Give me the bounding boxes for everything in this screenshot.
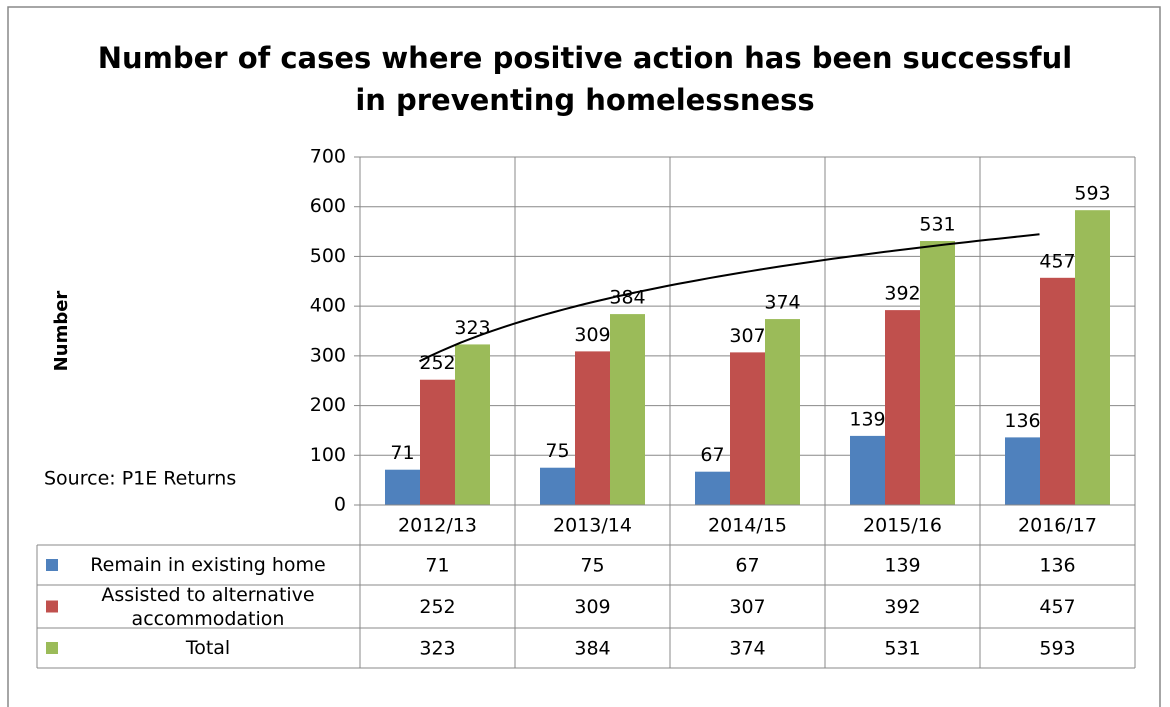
legend-key — [46, 642, 58, 654]
data-label: 307 — [729, 325, 765, 347]
bar — [730, 352, 765, 505]
legend-key — [46, 600, 58, 613]
y-tick-label: 0 — [334, 494, 346, 516]
data-label: 136 — [1004, 410, 1040, 432]
table-cell: 252 — [419, 596, 455, 618]
table-cell: 323 — [419, 638, 455, 660]
y-tick-label: 100 — [310, 444, 346, 466]
y-tick-label: 300 — [310, 344, 346, 366]
x-tick-label: 2013/14 — [553, 515, 632, 537]
data-label: 67 — [700, 444, 724, 466]
y-tick-label: 700 — [310, 146, 346, 168]
bar — [885, 310, 920, 505]
table-cell: 384 — [574, 638, 610, 660]
x-tick-label: 2014/15 — [708, 515, 787, 537]
chart-title: in preventing homelessness — [355, 83, 814, 117]
data-label: 75 — [545, 440, 569, 462]
legend-label: Assisted to alternative accommodation — [101, 585, 315, 628]
bar — [695, 471, 730, 505]
data-label: 457 — [1039, 250, 1075, 272]
chart-title: Number of cases where positive action ha… — [98, 41, 1073, 75]
data-label: 309 — [574, 324, 610, 346]
data-label: 323 — [454, 317, 490, 339]
table-cell: 139 — [884, 555, 920, 577]
bar — [540, 467, 575, 505]
x-tick-label: 2012/13 — [398, 515, 477, 537]
data-label: 139 — [849, 408, 885, 430]
bar — [420, 379, 455, 505]
data-label: 71 — [390, 442, 414, 464]
y-tick-label: 600 — [310, 195, 346, 217]
legend-label: Total — [185, 637, 231, 659]
table-cell: 75 — [580, 555, 604, 577]
y-tick-label: 500 — [310, 245, 346, 267]
x-tick-label: 2015/16 — [863, 515, 942, 537]
x-tick-label: 2016/17 — [1018, 515, 1097, 537]
y-tick-label: 200 — [310, 394, 346, 416]
bar — [1005, 437, 1040, 505]
bar — [850, 435, 885, 505]
data-label: 531 — [919, 214, 955, 236]
legend-label-box: Assisted to alternative accommodation — [101, 585, 315, 628]
bar — [1075, 210, 1110, 506]
table-cell: 531 — [884, 638, 920, 660]
table-cell: 67 — [735, 555, 759, 577]
bar — [920, 241, 955, 505]
table-cell: 136 — [1039, 555, 1075, 577]
table-cell: 457 — [1039, 596, 1075, 618]
bar — [455, 344, 490, 505]
table-cell: 307 — [729, 596, 765, 618]
legend-label-box: Remain in existing home — [90, 554, 326, 576]
data-label: 252 — [419, 352, 455, 374]
bar — [385, 469, 420, 505]
trendline — [419, 233, 1040, 363]
data-label: 374 — [764, 292, 800, 314]
table-cell: 392 — [884, 596, 920, 618]
y-tick-label: 400 — [310, 295, 346, 317]
data-label: 392 — [884, 283, 920, 305]
source-note: Source: P1E Returns — [44, 468, 236, 490]
legend-key — [46, 559, 58, 571]
table-cell: 374 — [729, 638, 765, 660]
bar — [765, 319, 800, 505]
bar — [610, 314, 645, 505]
legend-label-box: Total — [185, 637, 231, 659]
data-label: 593 — [1074, 183, 1110, 205]
legend-label: Remain in existing home — [90, 554, 326, 576]
y-axis-label: Number — [51, 291, 72, 372]
bar — [575, 351, 610, 505]
table-cell: 309 — [574, 596, 610, 618]
bar — [1040, 277, 1075, 505]
table-cell: 71 — [425, 555, 449, 577]
table-cell: 593 — [1039, 638, 1075, 660]
